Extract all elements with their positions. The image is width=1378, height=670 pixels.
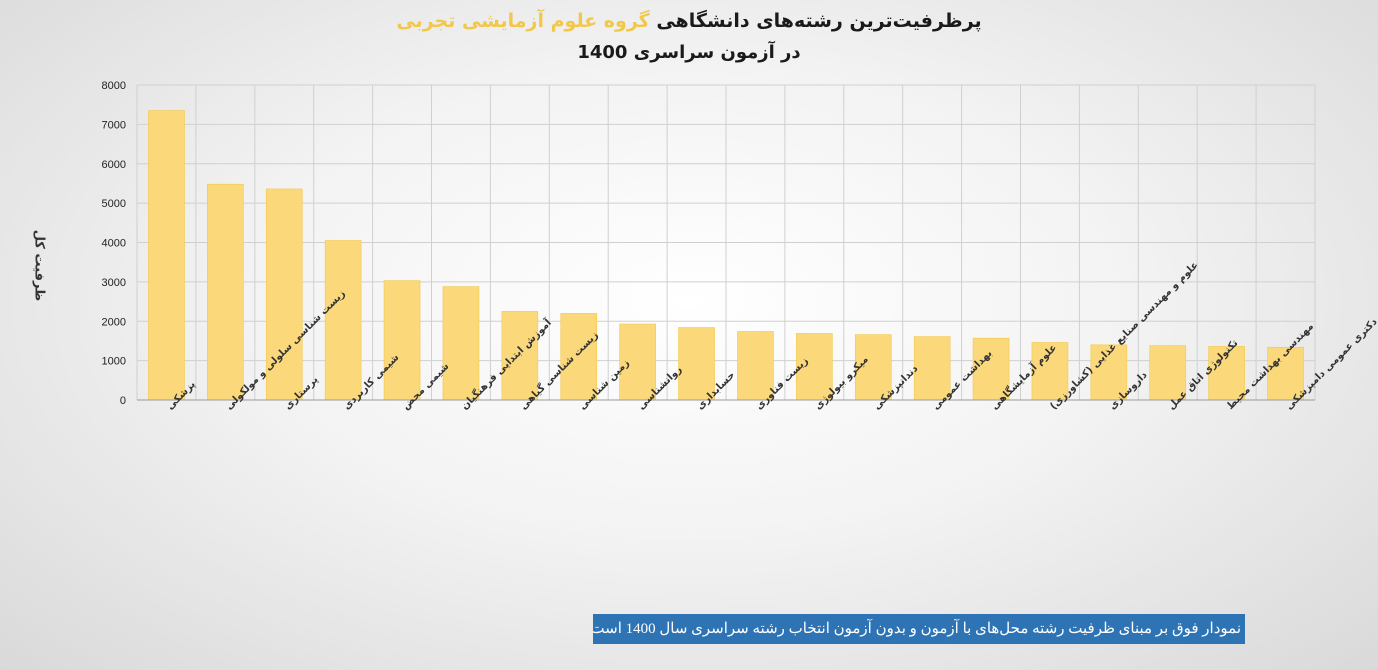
y-tick-label: 5000 xyxy=(102,198,126,210)
bar xyxy=(913,336,951,401)
bar xyxy=(1031,342,1069,401)
bar xyxy=(1090,344,1128,401)
footnote-banner: نمودار فوق بر مبنای ظرفیت رشته محل‌های ب… xyxy=(593,614,1245,644)
y-tick-label: 8000 xyxy=(102,80,126,92)
y-tick-label: 2000 xyxy=(102,316,126,328)
bar xyxy=(148,110,185,401)
bar xyxy=(560,313,598,401)
grid-lines xyxy=(136,84,1316,401)
y-tick-label: 4000 xyxy=(102,238,126,250)
bar xyxy=(678,327,715,401)
title-accent-text: گروه علوم آزمایشی تجربی xyxy=(396,10,650,32)
bar xyxy=(383,280,421,401)
y-tick-label: 3000 xyxy=(102,277,126,289)
bar xyxy=(324,240,362,401)
y-tick-label: 0 xyxy=(120,395,126,407)
chart-title: پرظرفیت‌ترین رشته‌های دانشگاهی گروه علوم… xyxy=(0,6,1378,70)
chart-title-line: پرظرفیت‌ترین رشته‌های دانشگاهی گروه علوم… xyxy=(0,6,1378,36)
bar xyxy=(442,286,480,401)
title-main-text: پرظرفیت‌ترین رشته‌های دانشگاهی xyxy=(649,10,982,32)
bar xyxy=(1208,346,1245,401)
bar xyxy=(619,323,656,401)
bars xyxy=(148,110,1304,401)
bar xyxy=(972,337,1010,401)
bar xyxy=(854,334,892,401)
y-tick-label: 7000 xyxy=(102,119,126,131)
bar xyxy=(501,311,539,401)
y-tick-label: 6000 xyxy=(102,159,126,171)
y-tick-labels: 0 1000 2000 3000 4000 5000 6000 7000 8000 xyxy=(102,80,126,407)
bar xyxy=(265,188,303,401)
chart-subtitle: در آزمون سراسری 1400 xyxy=(577,42,801,63)
y-tick-label: 1000 xyxy=(102,356,126,368)
bar xyxy=(1149,345,1187,401)
bar xyxy=(796,333,833,401)
bar xyxy=(207,183,244,401)
